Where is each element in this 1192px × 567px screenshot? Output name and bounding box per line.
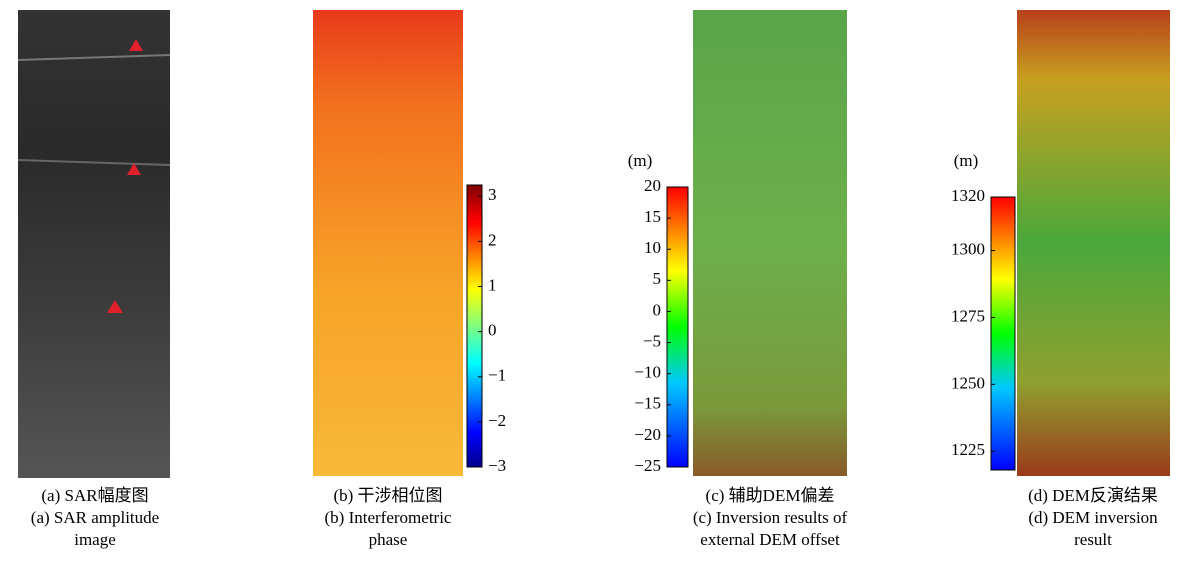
colorbar-unit: (m) [628,151,653,170]
caption-en: (d) DEM inversion [1028,508,1158,527]
tick-label: −5 [643,331,661,350]
tick-label: −2 [488,411,506,430]
caption-cn: (d) DEM反演结果 [1028,486,1158,505]
tick-label: −10 [634,363,661,382]
colorbar [666,186,689,468]
caption-en: (c) Inversion results of [693,508,848,527]
caption-cn: (b) 干涉相位图 [333,486,442,505]
colorbar-unit: (m) [954,151,979,170]
tick-label: 5 [653,269,662,288]
image-d [1017,10,1170,476]
image-b [313,10,463,476]
tick-label: −1 [488,366,506,385]
tick-label: 0 [653,300,662,319]
caption-en: (b) Interferometric [325,508,452,527]
tick-label: 15 [644,207,661,226]
caption-en: image [74,530,116,549]
image-c [693,10,847,476]
tick-label: 1300 [951,239,985,258]
caption-cn: (c) 辅助DEM偏差 [706,486,835,505]
caption-en: external DEM offset [700,530,840,549]
tick-label: 1320 [951,186,985,205]
tick-label: −25 [634,456,661,475]
caption-en: phase [369,530,408,549]
tick-label: 10 [644,238,661,257]
caption-en: result [1074,530,1112,549]
caption-en: (a) SAR amplitude [31,508,159,527]
tick-label: 1275 [951,306,985,325]
tick-label: −3 [488,456,506,475]
tick-label: −20 [634,425,661,444]
tick-label: 20 [644,176,661,195]
tick-label: 1225 [951,440,985,459]
tick-label: 2 [488,230,497,249]
tick-label: −15 [634,394,661,413]
tick-label: 1250 [951,373,985,392]
tick-label: 1 [488,275,497,294]
tick-label: 0 [488,321,497,340]
colorbar [990,196,1016,471]
caption-cn: (a) SAR幅度图 [41,486,148,505]
image-a [17,10,171,478]
colorbar [466,184,483,468]
tick-label: 3 [488,185,497,204]
